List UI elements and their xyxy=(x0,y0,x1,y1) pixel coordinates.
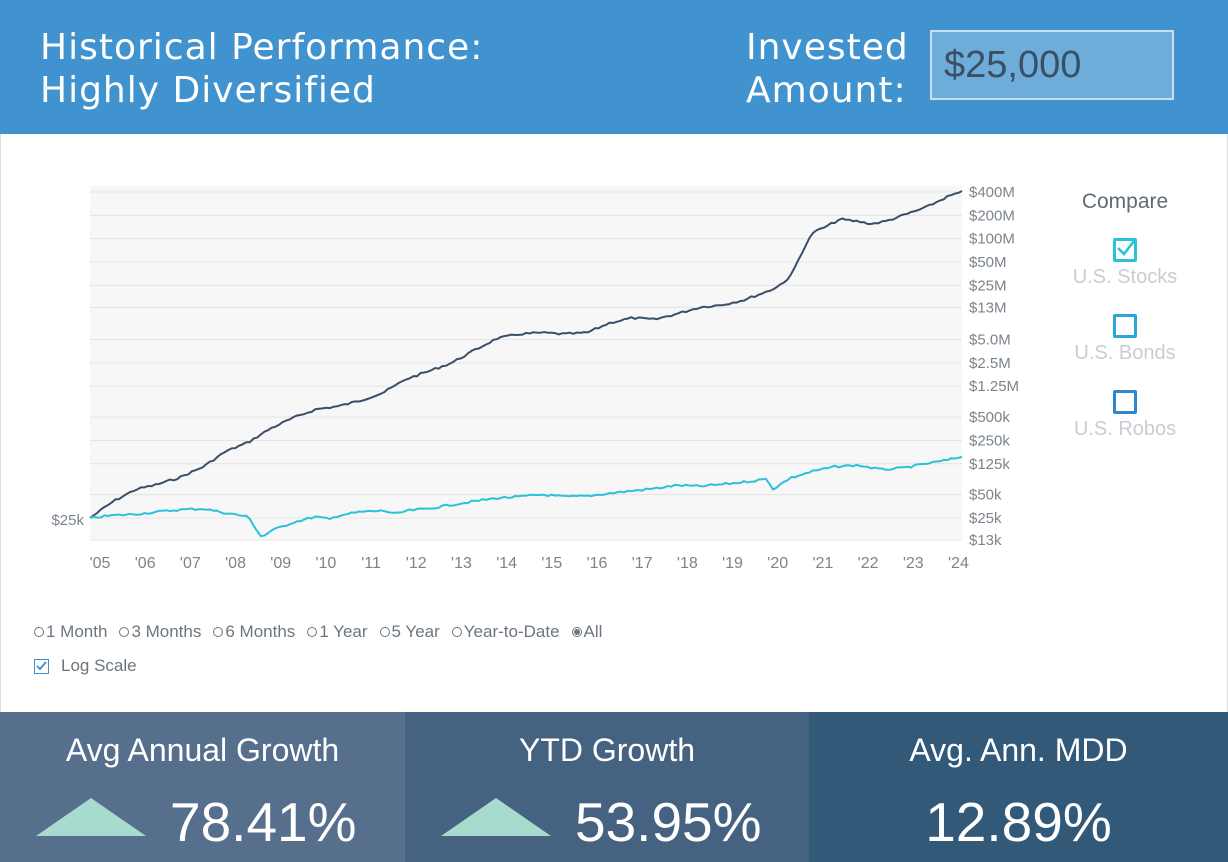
range-label: 5 Year xyxy=(391,622,440,641)
up-arrow-icon xyxy=(36,798,146,836)
range-selector: 1 Month 3 Months 6 Months 1 Year 5 Year … xyxy=(34,622,614,642)
x-tick-label: '06 xyxy=(135,555,156,572)
us-stocks-checkbox[interactable] xyxy=(1113,238,1137,262)
x-tick-label: '22 xyxy=(858,555,879,572)
range-label: All xyxy=(583,622,603,641)
y-tick-label: $250k xyxy=(969,432,1010,449)
range-all[interactable]: All xyxy=(571,622,603,642)
x-tick-label: '11 xyxy=(361,555,381,572)
x-tick-label: '08 xyxy=(225,555,246,572)
log-scale-label: Log Scale xyxy=(61,656,137,675)
check-icon xyxy=(36,660,47,670)
invested-amount-label: Invested Amount: xyxy=(746,26,909,112)
x-tick-label: '21 xyxy=(812,555,833,572)
compare-us-bonds[interactable]: U.S. Bonds xyxy=(1060,314,1190,365)
range-6-months[interactable]: 6 Months xyxy=(213,622,295,642)
x-tick-label: '24 xyxy=(948,555,969,572)
compare-us-robos[interactable]: U.S. Robos xyxy=(1060,390,1190,441)
series-line-highly-diversified[interactable] xyxy=(89,190,963,519)
range-label: 1 Month xyxy=(46,622,108,641)
x-tick-label: '07 xyxy=(180,555,201,572)
stats-bar: Avg Annual Growth 78.41% YTD Growth 53.9… xyxy=(0,712,1228,862)
radio-icon[interactable] xyxy=(34,627,44,637)
x-tick-label: '14 xyxy=(496,555,517,572)
page-title: Historical Performance: Highly Diversifi… xyxy=(40,26,483,112)
x-tick-label: '15 xyxy=(541,555,562,572)
stat-value: 78.41% xyxy=(170,791,357,853)
x-tick-label: '17 xyxy=(632,555,653,572)
x-tick-label: '05 xyxy=(90,555,111,572)
us-bonds-checkbox[interactable] xyxy=(1113,314,1137,338)
us-stocks-label: U.S. Stocks xyxy=(1072,266,1178,288)
range-label: 6 Months xyxy=(225,622,296,641)
series-lines xyxy=(89,190,963,538)
x-tick-label: '10 xyxy=(315,555,336,572)
stat-ytd-growth: YTD Growth 53.95% xyxy=(405,712,809,862)
x-tick-label: '20 xyxy=(767,555,788,572)
x-tick-label: '12 xyxy=(406,555,427,572)
x-axis-ticks: '05 '06 '07 '08 '09 '10 '11 '12 '13 '14 '15 '16 '17 '… xyxy=(90,555,969,572)
x-tick-label: '13 xyxy=(451,555,472,572)
range-label: 3 Months xyxy=(131,622,202,641)
y-tick-label: $25k xyxy=(969,510,1002,527)
x-tick-label: '16 xyxy=(587,555,608,572)
radio-icon[interactable] xyxy=(379,627,390,637)
range-label: 1 Year xyxy=(319,622,368,641)
log-scale-checkbox[interactable] xyxy=(34,658,49,674)
y-tick-label: $2.5M xyxy=(969,355,1011,372)
invested-label-line-1: Invested xyxy=(746,27,909,68)
us-robos-label: U.S. Robos xyxy=(1073,418,1177,440)
radio-icon[interactable] xyxy=(307,627,318,637)
y-axis-ticks: $400M $200M $100M $50M $25M $13M $5.0M $2.5M $1.… xyxy=(969,184,1019,549)
us-robos-checkbox[interactable] xyxy=(1113,390,1137,414)
y-tick-label: $25M xyxy=(969,277,1007,294)
y-tick-label: $200M xyxy=(969,207,1015,224)
up-arrow-icon xyxy=(441,798,551,836)
radio-selected-icon[interactable] xyxy=(571,627,582,637)
grid-lines xyxy=(90,191,962,541)
compare-us-stocks[interactable]: U.S. Stocks xyxy=(1060,238,1190,289)
x-tick-label: '09 xyxy=(270,555,291,572)
range-5-year[interactable]: 5 Year xyxy=(379,622,440,642)
y-tick-label: $5.0M xyxy=(969,332,1011,349)
y-tick-label: $50M xyxy=(969,254,1007,271)
title-line-2: Highly Diversified xyxy=(40,70,376,111)
header-bar: Historical Performance: Highly Diversifi… xyxy=(0,0,1228,134)
y-tick-label: $500k xyxy=(969,409,1010,426)
x-tick-label: '18 xyxy=(677,555,698,572)
radio-icon[interactable] xyxy=(213,627,224,637)
stat-value: 12.89% xyxy=(925,791,1112,853)
x-tick-label: '19 xyxy=(722,555,743,572)
range-3-months[interactable]: 3 Months xyxy=(119,622,201,642)
x-tick-label: '23 xyxy=(903,555,924,572)
y-tick-label: $400M xyxy=(969,184,1015,201)
y-tick-label: $100M xyxy=(969,231,1015,248)
y-tick-label: $1.25M xyxy=(969,378,1019,395)
range-1-month[interactable]: 1 Month xyxy=(34,622,107,642)
radio-icon[interactable] xyxy=(451,627,462,637)
compare-title: Compare xyxy=(1081,190,1169,213)
stat-avg-annual-growth: Avg Annual Growth 78.41% xyxy=(0,712,405,862)
stat-avg-ann-mdd: Avg. Ann. MDD 12.89% xyxy=(809,712,1228,862)
radio-icon[interactable] xyxy=(119,627,130,637)
log-scale-toggle[interactable]: Log Scale xyxy=(34,656,137,676)
range-label: Year-to-Date xyxy=(463,622,560,641)
start-value-label: $25k xyxy=(51,512,84,529)
invested-amount-input[interactable] xyxy=(930,30,1174,100)
y-tick-label: $125k xyxy=(969,456,1010,473)
y-tick-label: $13M xyxy=(969,299,1007,316)
y-tick-label: $13k xyxy=(969,532,1002,549)
stat-label: Avg. Ann. MDD xyxy=(909,732,1128,768)
series-line-u-s-stocks[interactable] xyxy=(89,455,963,538)
stat-value: 53.95% xyxy=(575,791,762,853)
invested-label-line-2: Amount: xyxy=(746,70,907,111)
title-line-1: Historical Performance: xyxy=(40,27,484,68)
range-year-to-date[interactable]: Year-to-Date xyxy=(451,622,560,642)
us-bonds-label: U.S. Bonds xyxy=(1074,342,1176,364)
stat-label: Avg Annual Growth xyxy=(65,732,340,768)
performance-chart[interactable]: $400M $200M $100M $50M $25M $13M $5.0M $2.5M $1.… xyxy=(0,150,1050,580)
y-tick-label: $50k xyxy=(969,487,1002,504)
stat-label: YTD Growth xyxy=(518,732,696,768)
range-1-year[interactable]: 1 Year xyxy=(307,622,368,642)
